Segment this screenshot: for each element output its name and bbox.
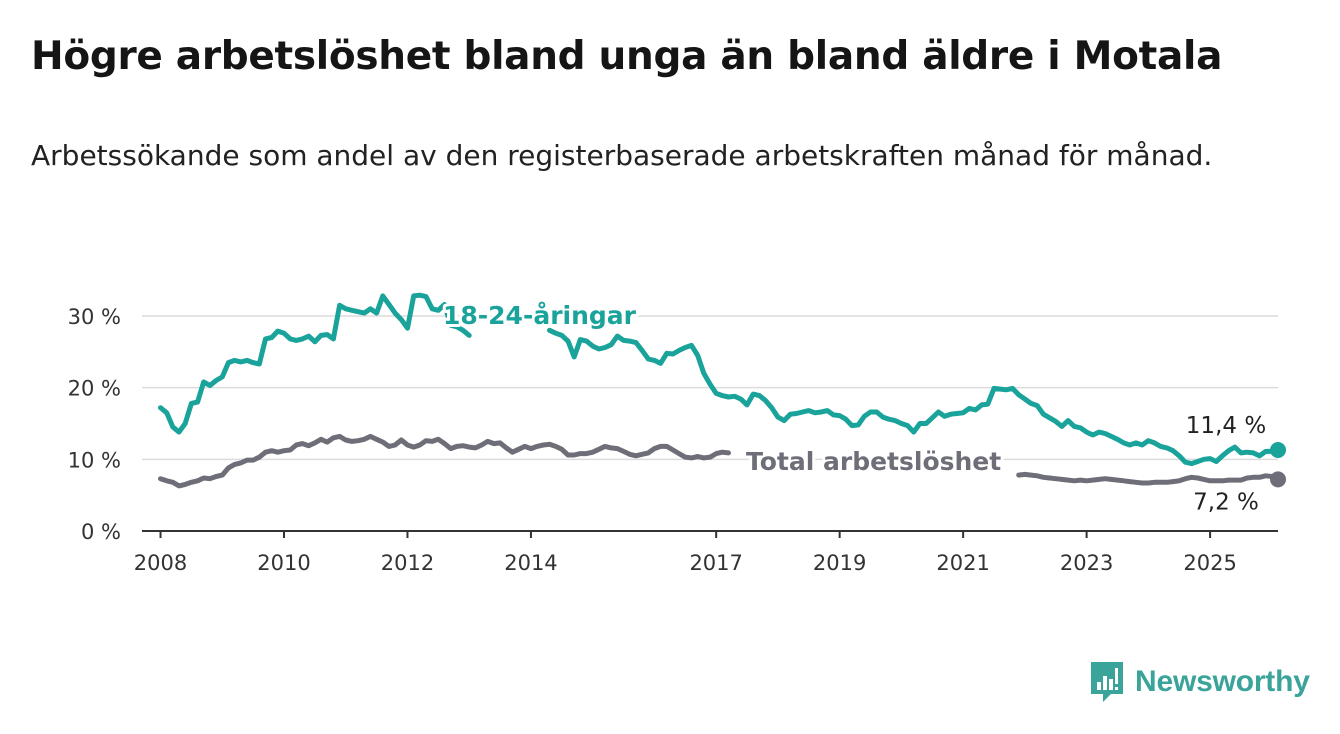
series-line-total-continued	[1016, 471, 1281, 486]
x-tick-label: 2008	[134, 551, 187, 575]
newsworthy-logo: Newsworthy	[1089, 660, 1310, 704]
y-tick-label: 10 %	[68, 448, 121, 472]
series-endpoint-youth	[1270, 442, 1286, 459]
chart-title: Högre arbetslöshet bland unga än bland ä…	[31, 34, 1223, 79]
y-tick-label: 30 %	[68, 305, 121, 329]
x-tick-label: 2017	[689, 551, 742, 575]
series-line-youth-continued	[547, 327, 1281, 467]
series-endpoint-total	[1270, 471, 1286, 488]
x-tick-label: 2019	[813, 551, 866, 575]
series-end-label-total: 7,2 %	[1193, 489, 1259, 515]
series-line-youth	[158, 292, 472, 435]
x-tick-label: 2014	[504, 551, 557, 575]
series-name-label-total: Total arbetslöshet	[746, 447, 1001, 476]
series-labels: 11,4 % 18-24-åringar 7,2 % Total arbetslösh…	[440, 298, 1266, 515]
x-tick-label: 2012	[381, 551, 434, 575]
x-tick-label: 2023	[1060, 551, 1113, 575]
chart-subtitle: Arbetssökande som andel av den registerb…	[31, 139, 1213, 172]
x-tick-label: 2010	[257, 551, 310, 575]
y-tick-label: 20 %	[68, 377, 121, 401]
x-axis: 2008 2010 2012 2014 2017 2019 2021 2023 2025	[134, 530, 1278, 575]
y-tick-label: 0 %	[81, 520, 121, 544]
series-line-total	[158, 433, 731, 489]
series-end-label-youth: 11,4 %	[1186, 413, 1266, 439]
grid-lines: 0 % 10 % 20 % 30 %	[68, 305, 1278, 544]
series-name-label-youth: 18-24-åringar	[443, 301, 637, 330]
x-tick-label: 2021	[936, 551, 989, 575]
brand-name: Newsworthy	[1135, 665, 1310, 698]
series-lines	[158, 292, 1286, 489]
bar-chart-speech-icon	[1091, 662, 1123, 702]
x-tick-label: 2025	[1183, 551, 1236, 575]
